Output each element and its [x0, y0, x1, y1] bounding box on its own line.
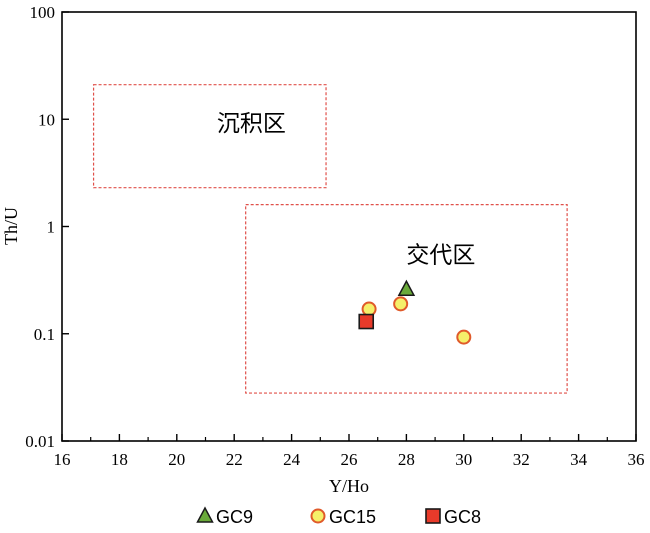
data-point-gc15 [361, 301, 377, 317]
region-label: 沉积区 [217, 111, 286, 137]
x-axis: 16 18 20 22 24 26 28 30 32 34 36 [54, 434, 645, 469]
legend-marker-gc8 [425, 508, 441, 524]
x-tick-label: 24 [283, 450, 301, 469]
x-tick-label: 28 [398, 450, 415, 469]
y-tick-label: 10 [38, 110, 55, 129]
legend-label: GC9 [216, 507, 253, 527]
region-box [92, 84, 327, 189]
legend-label: GC15 [329, 507, 376, 527]
y-axis: 0.01 0.1 1 10 100 [25, 3, 69, 451]
x-tick-label: 20 [168, 450, 185, 469]
x-tick-label: 22 [226, 450, 243, 469]
x-axis-label: Y/Ho [329, 476, 369, 496]
y-tick-label: 100 [30, 3, 56, 22]
x-tick-label: 30 [455, 450, 472, 469]
x-tick-label: 34 [570, 450, 588, 469]
legend-marker-gc9 [196, 506, 214, 523]
x-tick-label: 36 [628, 450, 645, 469]
region-label: 交代区 [406, 242, 475, 268]
x-tick-label: 18 [111, 450, 128, 469]
plot-frame [61, 11, 637, 442]
y-tick-label: 1 [47, 218, 56, 237]
data-point-gc8 [358, 313, 375, 330]
legend-label: GC8 [444, 507, 481, 527]
x-tick-label: 32 [513, 450, 530, 469]
legend: GC9 GC15 GC8 [196, 506, 481, 527]
x-tick-label: 26 [341, 450, 358, 469]
data-point-gc15 [393, 296, 409, 312]
x-tick-label: 16 [54, 450, 71, 469]
data-point-gc15 [456, 329, 472, 345]
legend-marker-gc15 [310, 508, 326, 524]
y-tick-label: 0.1 [34, 325, 55, 344]
data-point-gc9 [397, 279, 416, 296]
y-axis-label: Th/U [1, 207, 21, 245]
region-box [245, 204, 568, 394]
y-tick-label: 0.01 [25, 432, 55, 451]
data-points [358, 279, 472, 345]
